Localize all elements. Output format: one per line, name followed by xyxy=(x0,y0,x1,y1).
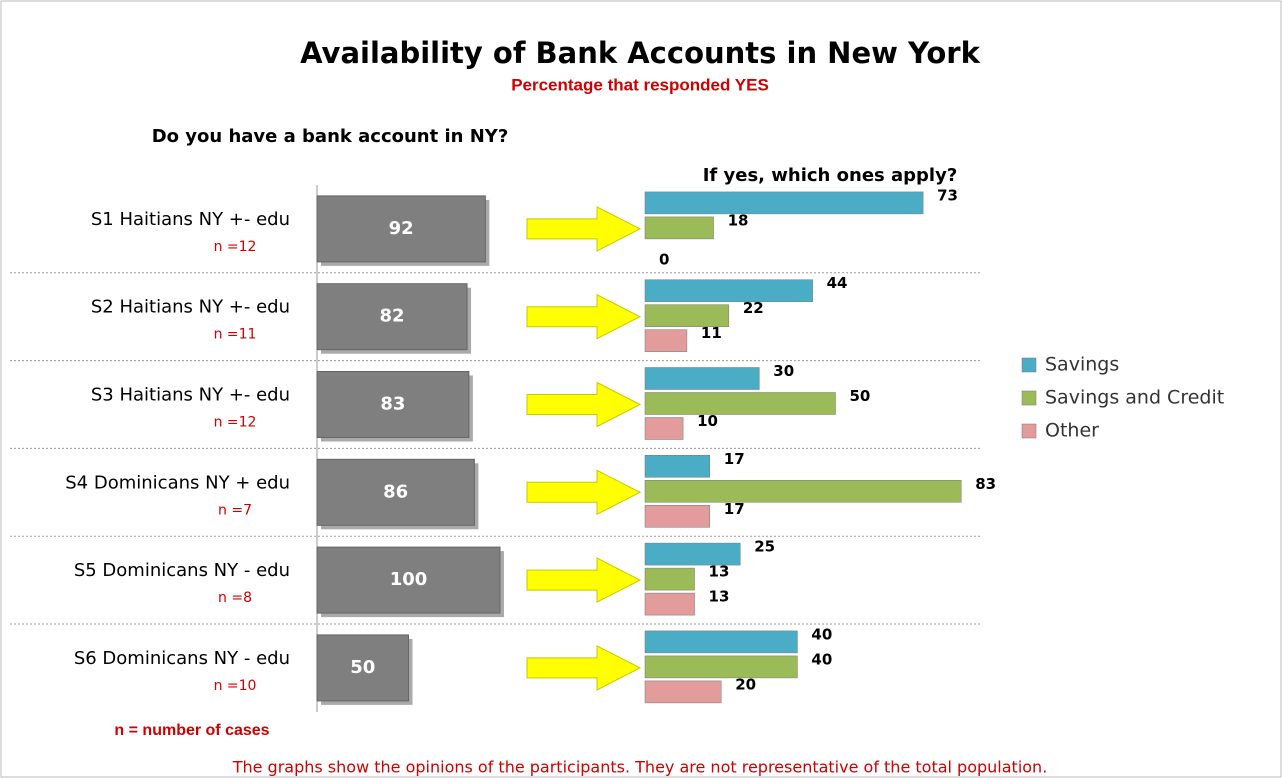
arrow xyxy=(526,469,642,516)
bar-value-label: 20 xyxy=(735,675,756,693)
bar-value-label: 22 xyxy=(743,299,764,317)
bar-value-label: 11 xyxy=(701,324,722,342)
bar xyxy=(644,505,711,528)
category-label: S6 Dominicans NY - edu xyxy=(74,648,290,669)
legend-swatch xyxy=(1021,390,1037,406)
category-note: n =8 xyxy=(218,590,252,606)
bar xyxy=(644,455,711,478)
category-label: S1 Haitians NY +- edu xyxy=(91,209,290,230)
bar-value-label: 83 xyxy=(975,475,996,493)
bar xyxy=(644,417,684,440)
bar xyxy=(644,542,741,566)
bar-value-label: 44 xyxy=(827,274,848,292)
bar xyxy=(644,630,798,654)
category-note: n =12 xyxy=(214,415,257,431)
bar xyxy=(644,567,695,591)
bar-value-label: 17 xyxy=(724,500,745,518)
bar-value-label: 73 xyxy=(937,186,958,204)
bar-value-label: 92 xyxy=(389,218,414,239)
bar-value-label: 50 xyxy=(350,657,375,678)
category-label: S2 Haitians NY +- edu xyxy=(91,297,290,318)
bar-value-label: 40 xyxy=(811,650,832,668)
legend-label: Savings xyxy=(1045,354,1119,376)
category-label: S5 Dominicans NY - edu xyxy=(74,560,290,581)
bar-value-label: 13 xyxy=(709,563,730,581)
bar xyxy=(644,480,962,503)
bar-value-label: 100 xyxy=(390,569,428,590)
arrow xyxy=(526,645,642,691)
bar xyxy=(316,634,409,702)
arrow xyxy=(526,381,642,428)
arrow xyxy=(526,293,642,340)
bar-value-label: 10 xyxy=(697,412,718,430)
bar-value-label: 13 xyxy=(709,588,730,606)
arrow xyxy=(526,206,642,252)
bar-value-label: 25 xyxy=(754,538,775,556)
bar-value-label: 30 xyxy=(773,362,794,380)
bar xyxy=(644,216,714,240)
category-note: n =10 xyxy=(214,678,257,694)
bar xyxy=(316,195,486,263)
left-question: Do you have a bank account in NY? xyxy=(152,126,509,147)
bar xyxy=(644,304,730,327)
bar-value-label: 40 xyxy=(811,625,832,643)
bar xyxy=(316,371,470,438)
chart-title: Availability of Bank Accounts in New Yor… xyxy=(300,36,980,70)
legend-swatch xyxy=(1021,357,1037,373)
category-note: n =12 xyxy=(214,239,257,255)
note: The graphs show the opinions of the part… xyxy=(232,758,1048,777)
category-label: S3 Haitians NY +- edu xyxy=(91,385,290,406)
bar-value-label: 86 xyxy=(383,481,408,502)
legend-label: Other xyxy=(1045,420,1099,442)
bar xyxy=(644,279,813,302)
bar-value-label: 82 xyxy=(379,306,404,327)
category-note: n =11 xyxy=(214,327,257,343)
bar xyxy=(644,592,695,616)
bar-value-label: 17 xyxy=(724,450,745,468)
bar xyxy=(644,680,722,704)
bar-value-label: 83 xyxy=(380,394,405,415)
bar xyxy=(644,367,760,390)
bar xyxy=(316,283,468,351)
bar xyxy=(644,392,836,415)
arrow xyxy=(526,557,642,603)
right-question: If yes, which ones apply? xyxy=(703,165,958,186)
bar xyxy=(316,546,501,614)
footnote: n = number of cases xyxy=(114,722,269,739)
bar xyxy=(644,191,924,215)
category-note: n =7 xyxy=(218,502,252,518)
bar-value-label: 0 xyxy=(659,250,669,268)
bar xyxy=(644,655,798,679)
bar-value-label: 18 xyxy=(728,211,749,229)
bar xyxy=(644,329,688,352)
category-label: S4 Dominicans NY + edu xyxy=(65,472,290,493)
legend-swatch xyxy=(1021,423,1037,439)
legend-label: Savings and Credit xyxy=(1045,387,1224,409)
bar-value-label: 50 xyxy=(850,387,871,405)
bar xyxy=(316,458,475,526)
chart-subtitle: Percentage that responded YES xyxy=(511,75,769,94)
